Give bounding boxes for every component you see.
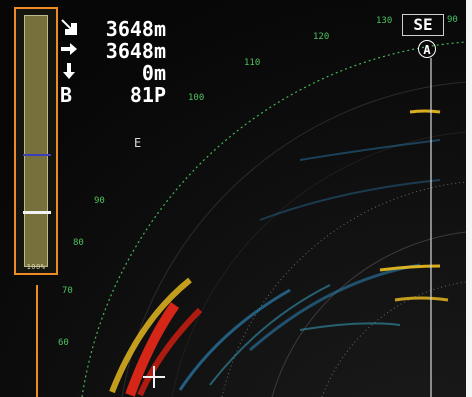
depth-value: 0m [141,61,166,85]
bearing-label: 70 [62,286,73,296]
gauge-reference-mark [23,154,51,156]
heading-degree-label: 90 [447,15,458,25]
bearing-value: 81P [129,83,166,107]
range-ring [121,81,467,397]
horizontal-range-row: 3648m [60,40,190,62]
bearing-label: 120 [313,32,330,42]
bearing-label: 130 [376,16,393,26]
target-marker-icon[interactable]: A [418,40,436,58]
gauge-level-mark [23,211,51,214]
range-ring-dotted [321,281,467,397]
crosshair-cursor-icon[interactable] [143,366,165,388]
echo-returns [109,109,449,397]
bearing-label: 110 [244,58,261,68]
slant-down-right-arrow-icon [60,18,86,40]
bearing-label: 90 [94,196,105,206]
gain-gauge[interactable]: 100% [14,7,58,275]
bearing-label: 60 [58,338,69,348]
callout-line [36,285,38,397]
position-readouts: 3648m 3648m 0m B 81P [60,18,190,106]
bearing-scale-arc [81,41,467,397]
range-ring [271,231,467,397]
range-ring [171,131,467,397]
scale-direction-label: E [134,136,142,150]
slant-range-row: 3648m [60,18,190,40]
right-arrow-icon [60,40,86,62]
gauge-track [23,15,51,267]
gauge-percent-label: 100% [26,263,46,271]
slant-range-value: 3648m [105,17,166,41]
down-arrow-icon [60,62,86,84]
range-ring-dotted [221,181,467,397]
depth-row: 0m [60,62,190,84]
horizontal-range-value: 3648m [105,39,166,63]
right-border [466,0,472,397]
bearing-row: B 81P [60,84,190,106]
bearing-label: B [60,83,73,107]
bearing-label: 100 [188,93,205,103]
bearing-label: 80 [73,238,84,248]
heading-direction-box: SE [402,14,444,36]
